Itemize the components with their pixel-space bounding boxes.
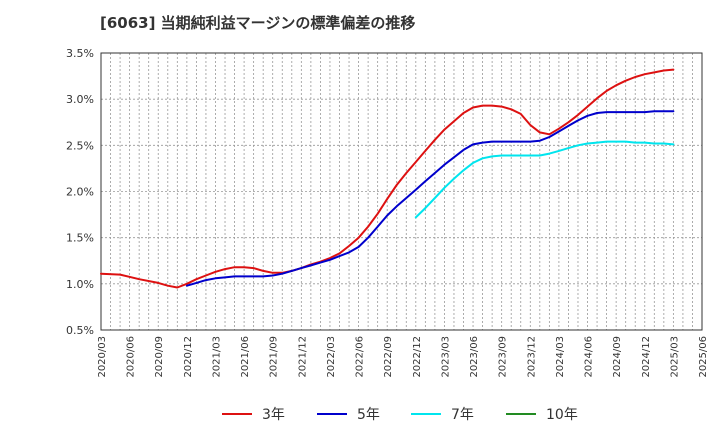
- legend-label-3: 7年: [451, 407, 474, 423]
- x-tick-label: 2024/03: [555, 336, 566, 378]
- x-tick-label: 2024/12: [641, 336, 652, 378]
- x-tick-label: 2023/03: [440, 336, 451, 378]
- x-tick-label: 2021/09: [269, 336, 280, 378]
- x-tick-label: 2020/12: [183, 336, 194, 378]
- plot-area: [100, 52, 703, 331]
- y-tick-label: 3.0%: [66, 93, 94, 106]
- x-tick-label: 2021/03: [211, 336, 222, 378]
- series-line-1: [100, 68, 675, 289]
- series-layer: [100, 68, 675, 289]
- y-tick-label: 2.0%: [66, 186, 94, 199]
- series-line-2: [185, 110, 675, 287]
- x-tick-label: 2020/03: [97, 336, 108, 378]
- y-tick-label: 2.5%: [66, 139, 94, 152]
- y-tick-label: 1.0%: [66, 278, 94, 291]
- legend-label-1: 3年: [262, 407, 285, 423]
- plot-border: [100, 52, 703, 331]
- x-axis: 2020/03 2020/06 2020/09 2020/12 2021/03 2021/…: [97, 336, 709, 378]
- x-tick-label: 2021/12: [297, 336, 308, 378]
- x-tick-label: 2020/09: [154, 336, 165, 378]
- series-line-3: [414, 140, 675, 219]
- x-tick-label: 2025/06: [698, 336, 709, 378]
- x-tick-label: 2020/06: [126, 336, 137, 378]
- x-tick-label: 2022/09: [383, 336, 394, 378]
- legend-label-4: 10年: [546, 407, 578, 423]
- y-axis: 0.5% 1.0% 1.5% 2.0% 2.5% 3.0% 3.5%: [66, 47, 94, 337]
- x-tick-label: 2024/09: [612, 336, 623, 378]
- x-tick-label: 2025/03: [669, 336, 680, 378]
- y-tick-label: 3.5%: [66, 47, 94, 60]
- x-tick-label: 2023/09: [498, 336, 509, 378]
- legend-label-2: 5年: [357, 407, 380, 423]
- y-tick-label: 0.5%: [66, 324, 94, 337]
- legend: 3年 5年 7年 10年: [222, 407, 578, 423]
- x-tick-label: 2023/12: [526, 336, 537, 378]
- x-tick-label: 2024/06: [584, 336, 595, 378]
- x-tick-label: 2022/12: [412, 336, 423, 378]
- chart-title: [6063] 当期純利益マージンの標準偏差の推移: [100, 14, 415, 32]
- x-tick-label: 2023/06: [469, 336, 480, 378]
- x-tick-label: 2021/06: [240, 336, 251, 378]
- x-tick-label: 2022/03: [326, 336, 337, 378]
- y-tick-label: 1.5%: [66, 232, 94, 245]
- x-tick-label: 2022/06: [355, 336, 366, 378]
